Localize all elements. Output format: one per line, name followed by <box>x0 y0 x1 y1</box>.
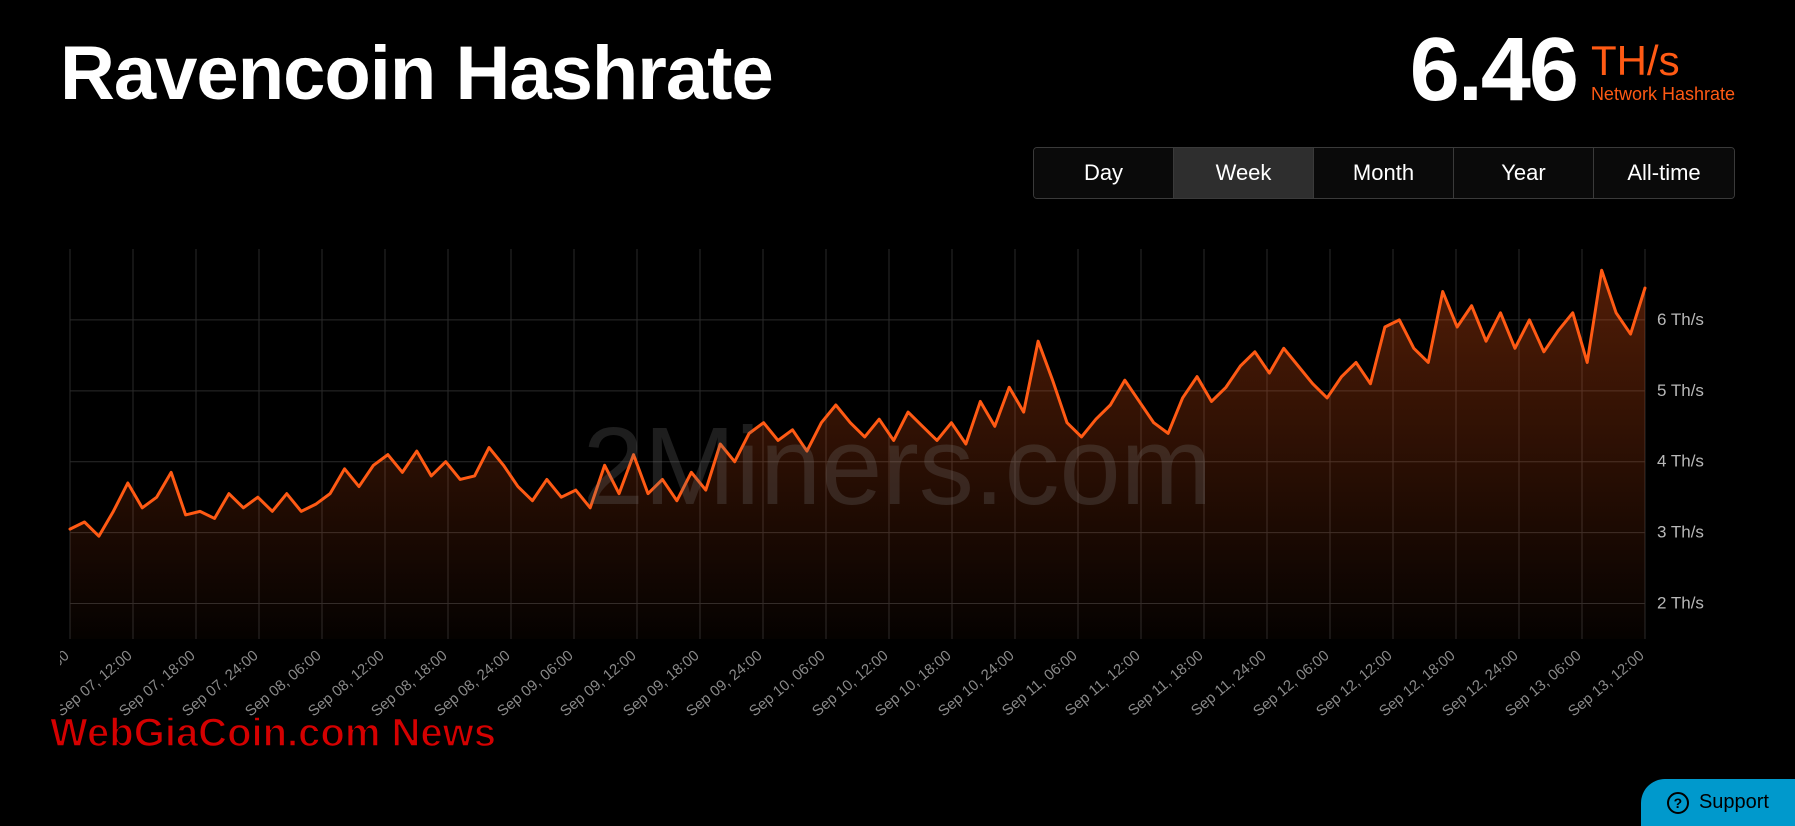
svg-text:3 Th/s: 3 Th/s <box>1657 523 1704 542</box>
svg-text:6 Th/s: 6 Th/s <box>1657 310 1704 329</box>
support-button[interactable]: ? Support <box>1641 779 1795 826</box>
page-title: Ravencoin Hashrate <box>60 30 773 117</box>
stat-value: 6.46 <box>1410 30 1577 111</box>
header: Ravencoin Hashrate 6.46 TH/s Network Has… <box>0 0 1795 127</box>
tab-alltime[interactable]: All-time <box>1594 148 1734 198</box>
stat-meta: TH/s Network Hashrate <box>1591 30 1735 105</box>
hashrate-stat: 6.46 TH/s Network Hashrate <box>1410 30 1735 111</box>
svg-text:4 Th/s: 4 Th/s <box>1657 452 1704 471</box>
tab-week[interactable]: Week <box>1174 148 1314 198</box>
time-range-tabs: DayWeekMonthYearAll-time <box>1033 147 1735 199</box>
svg-text:5 Th/s: 5 Th/s <box>1657 381 1704 400</box>
tab-month[interactable]: Month <box>1314 148 1454 198</box>
hashrate-chart: 2Miners.com 2 Th/s3 Th/s4 Th/s5 Th/s6 Th… <box>60 229 1735 729</box>
stat-label: Network Hashrate <box>1591 84 1735 105</box>
help-icon: ? <box>1667 792 1689 814</box>
chart-canvas: 2 Th/s3 Th/s4 Th/s5 Th/s6 Th/sSep 07, 06… <box>60 229 1735 729</box>
tab-year[interactable]: Year <box>1454 148 1594 198</box>
tabs-row: DayWeekMonthYearAll-time <box>0 127 1795 209</box>
news-overlay: WebGiaCoin.com News <box>50 711 496 756</box>
stat-unit: TH/s <box>1591 40 1735 82</box>
support-label: Support <box>1699 791 1769 814</box>
tab-day[interactable]: Day <box>1034 148 1174 198</box>
svg-text:2 Th/s: 2 Th/s <box>1657 594 1704 613</box>
